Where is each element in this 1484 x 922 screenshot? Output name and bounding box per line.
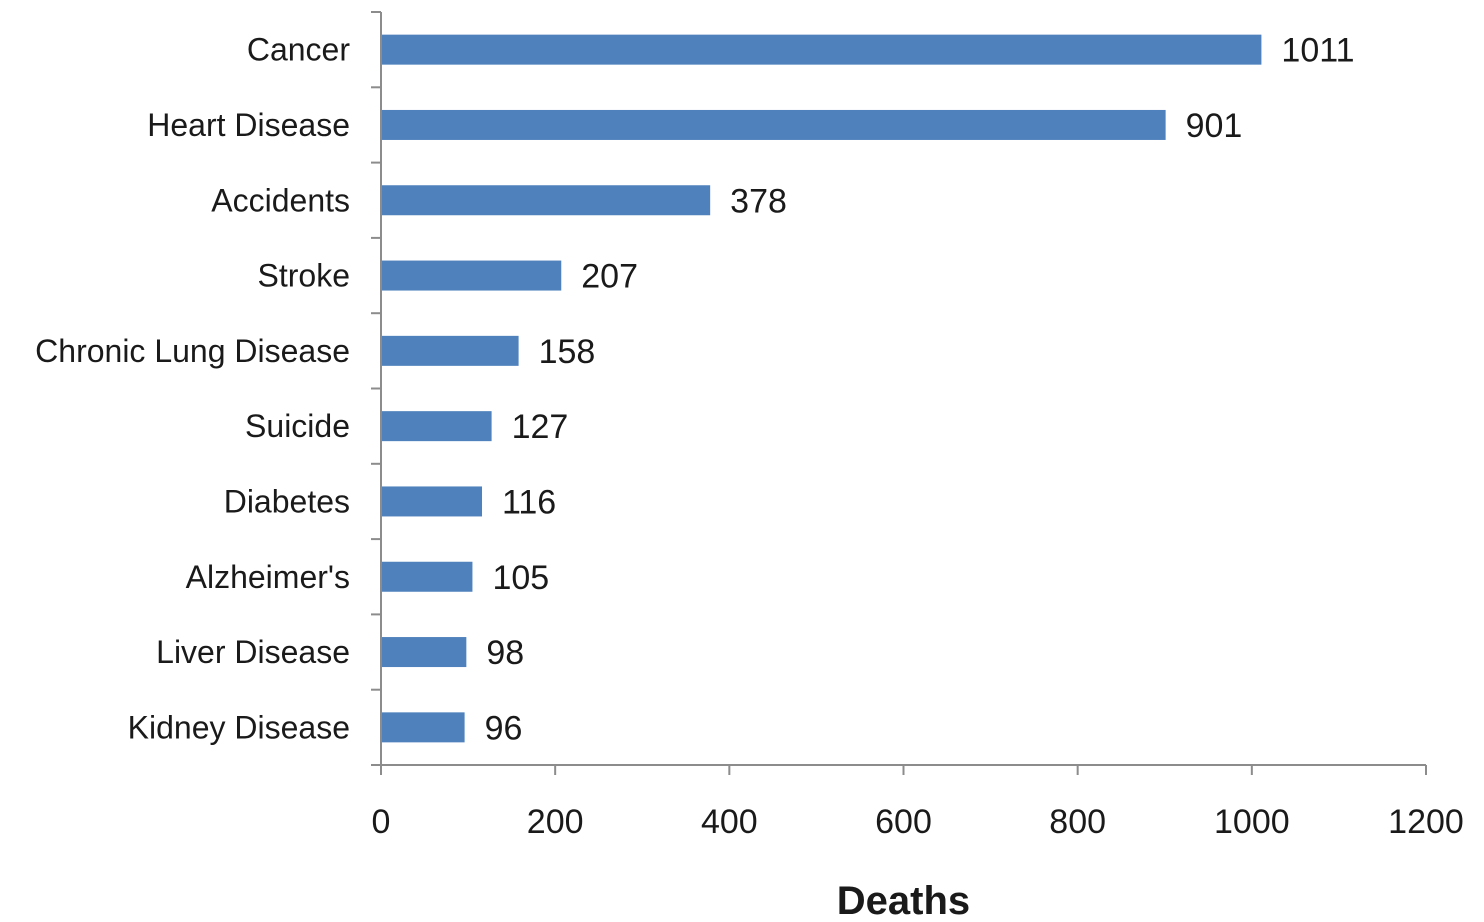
category-label-heart-disease: Heart Disease <box>147 107 350 143</box>
bars-group <box>381 34 1262 743</box>
bar-heart-disease <box>381 109 1166 140</box>
data-label-suicide: 127 <box>512 408 569 446</box>
x-axis-title: Deaths <box>837 879 970 922</box>
bar-diabetes <box>381 486 483 517</box>
category-labels-group: Cancer Heart Disease Accidents Stroke Chroni… <box>35 32 350 746</box>
bar-stroke <box>381 260 562 291</box>
data-label-diabetes: 116 <box>502 483 556 521</box>
x-tick-label: 800 <box>1049 803 1106 841</box>
data-label-kidney-disease: 96 <box>485 709 523 747</box>
data-label-alzheimer-s: 105 <box>492 559 549 597</box>
bar-liver-disease <box>381 637 467 668</box>
x-tick-label: 0 <box>372 803 391 841</box>
x-tick-label: 1000 <box>1214 803 1290 841</box>
data-label-accidents: 378 <box>730 182 787 220</box>
data-label-heart-disease: 901 <box>1186 107 1243 145</box>
data-label-chronic-lung-disease: 158 <box>539 333 596 371</box>
category-label-chronic-lung-disease: Chronic Lung Disease <box>35 333 350 369</box>
x-tick-label: 200 <box>527 803 584 841</box>
data-label-cancer: 1011 <box>1281 32 1354 70</box>
data-label-liver-disease: 98 <box>486 634 524 672</box>
x-tick-label: 1200 <box>1388 803 1464 841</box>
category-label-suicide: Suicide <box>245 408 350 444</box>
bar-kidney-disease <box>381 712 465 743</box>
category-label-kidney-disease: Kidney Disease <box>128 709 350 745</box>
bar-suicide <box>381 411 492 442</box>
x-ticks-group: 0 200 400 600 800 1000 1200 <box>371 11 1464 841</box>
x-tick-label: 400 <box>701 803 758 841</box>
category-label-cancer: Cancer <box>247 32 351 68</box>
bar-cancer <box>381 34 1262 65</box>
bar-chronic-lung-disease <box>381 335 519 366</box>
data-label-stroke: 207 <box>581 258 638 296</box>
category-label-diabetes: Diabetes <box>224 483 350 519</box>
category-label-liver-disease: Liver Disease <box>156 634 350 670</box>
bar-alzheimer-s <box>381 561 473 592</box>
data-labels-group: 1011 901 378 207 158 127 116 105 98 96 <box>485 32 1355 748</box>
category-label-stroke: Stroke <box>258 258 350 294</box>
bar-accidents <box>381 185 711 216</box>
x-tick-label: 600 <box>875 803 932 841</box>
category-label-alzheimer-s: Alzheimer's <box>186 559 350 595</box>
category-label-accidents: Accidents <box>211 182 350 218</box>
